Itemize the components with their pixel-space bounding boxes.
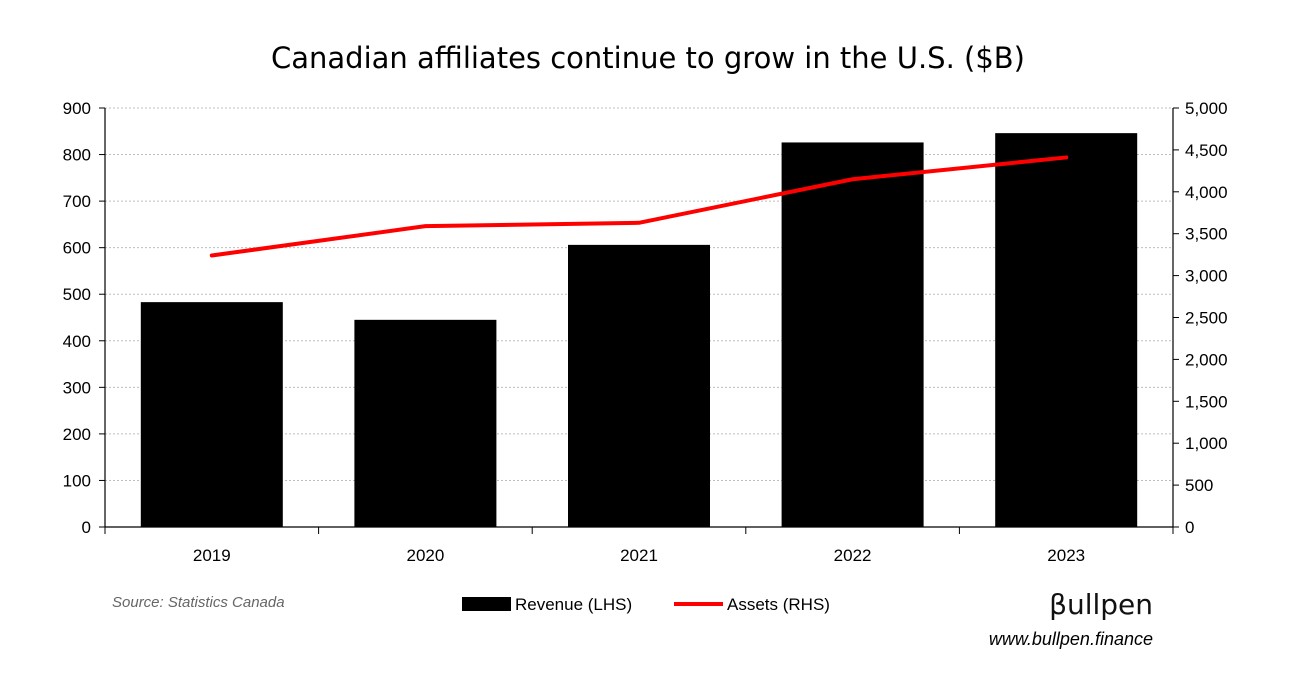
bar-2022 [781, 142, 924, 527]
legend: Revenue (LHS) Assets (RHS) [462, 595, 830, 614]
right-tick-label: 3,000 [1185, 267, 1228, 286]
left-tick-label: 500 [63, 285, 91, 304]
right-tick-label: 5,000 [1185, 99, 1228, 118]
chart-title: Canadian affiliates continue to grow in … [271, 41, 1025, 75]
left-tick-label: 700 [63, 192, 91, 211]
right-tick-label: 1,000 [1185, 434, 1228, 453]
right-tick-label: 0 [1185, 518, 1194, 537]
x-tick-label: 2022 [834, 546, 872, 565]
source-note: Source: Statistics Canada [112, 594, 285, 611]
right-tick-label: 4,000 [1185, 183, 1228, 202]
left-axis-ticks: 0 100 200 300 400 500 600 700 800 900 [63, 99, 105, 537]
x-tick-label: 2019 [193, 546, 231, 565]
right-tick-label: 3,500 [1185, 225, 1228, 244]
left-tick-label: 100 [63, 471, 91, 490]
bar-2023 [995, 133, 1138, 527]
right-axis-ticks: 0 500 1,000 1,500 2,000 2,500 3,000 3,500 4,000 4… [1173, 99, 1228, 537]
axes [104, 108, 1174, 534]
left-tick-label: 300 [63, 378, 91, 397]
legend-swatch-revenue [462, 597, 511, 611]
left-tick-label: 800 [63, 146, 91, 165]
revenue-bars [140, 133, 1138, 527]
bar-2020 [354, 319, 497, 527]
bar-2019 [140, 302, 283, 527]
assets-line [209, 155, 1069, 258]
left-tick-label: 400 [63, 332, 91, 351]
left-tick-label: 0 [82, 518, 91, 537]
assets-series-line [209, 155, 1069, 258]
x-tick-label: 2021 [620, 546, 658, 565]
left-tick-label: 600 [63, 239, 91, 258]
right-tick-label: 1,500 [1185, 392, 1228, 411]
brand-url: www.bullpen.finance [989, 629, 1153, 649]
x-tick-label: 2020 [406, 546, 444, 565]
right-tick-label: 4,500 [1185, 141, 1228, 160]
legend-label-revenue: Revenue (LHS) [515, 595, 632, 614]
x-axis-ticks: 2019 2020 2021 2022 2023 [193, 546, 1085, 565]
legend-label-assets: Assets (RHS) [727, 595, 830, 614]
left-tick-label: 900 [63, 99, 91, 118]
right-tick-label: 2,500 [1185, 309, 1228, 328]
x-tick-label: 2023 [1047, 546, 1085, 565]
right-tick-label: 500 [1185, 476, 1213, 495]
right-tick-label: 2,000 [1185, 350, 1228, 369]
left-tick-label: 200 [63, 425, 91, 444]
brand-logo: βullpen [1049, 588, 1153, 621]
bar-2021 [568, 244, 710, 527]
